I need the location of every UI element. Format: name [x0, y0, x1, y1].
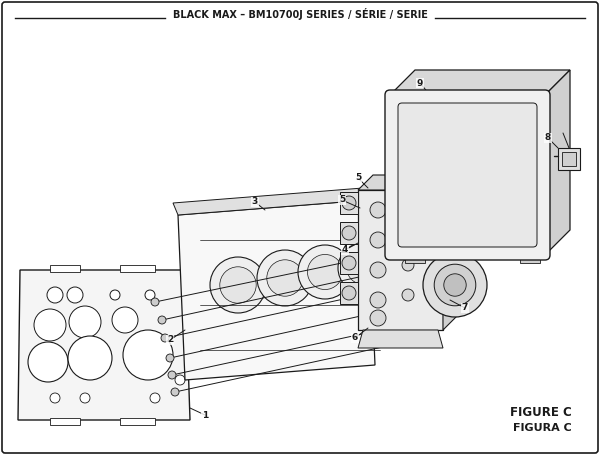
Bar: [495, 155, 530, 205]
Text: BLACK MAX – BM10700J SERIES / SÉRIE / SERIE: BLACK MAX – BM10700J SERIES / SÉRIE / SE…: [173, 8, 427, 20]
Circle shape: [68, 336, 112, 380]
Polygon shape: [358, 330, 443, 348]
Polygon shape: [358, 190, 443, 330]
Polygon shape: [173, 188, 368, 215]
FancyBboxPatch shape: [385, 90, 550, 260]
Polygon shape: [520, 253, 540, 263]
Text: 1: 1: [202, 410, 208, 420]
Circle shape: [47, 287, 63, 303]
Text: 5: 5: [339, 196, 345, 204]
Circle shape: [123, 330, 173, 380]
Circle shape: [370, 202, 386, 218]
Circle shape: [370, 310, 386, 326]
Bar: [562, 152, 576, 166]
Text: 5: 5: [355, 173, 361, 182]
Circle shape: [166, 354, 174, 362]
Polygon shape: [340, 222, 358, 244]
Circle shape: [267, 260, 303, 296]
Circle shape: [80, 393, 90, 403]
Polygon shape: [120, 418, 155, 425]
Polygon shape: [402, 93, 418, 101]
Polygon shape: [50, 265, 80, 272]
Text: FIGURE C: FIGURE C: [510, 405, 572, 419]
Circle shape: [168, 371, 176, 379]
Circle shape: [423, 253, 487, 317]
Circle shape: [50, 393, 60, 403]
Circle shape: [298, 245, 352, 299]
Circle shape: [342, 286, 356, 300]
Circle shape: [158, 316, 166, 324]
Circle shape: [67, 287, 83, 303]
Circle shape: [257, 250, 313, 306]
Circle shape: [338, 243, 388, 293]
Circle shape: [342, 256, 356, 270]
Polygon shape: [390, 95, 545, 255]
Circle shape: [220, 267, 256, 303]
Polygon shape: [405, 253, 425, 263]
Circle shape: [69, 306, 101, 338]
Polygon shape: [120, 265, 155, 272]
Polygon shape: [358, 175, 458, 190]
Text: 9: 9: [417, 79, 423, 87]
Circle shape: [370, 232, 386, 248]
Circle shape: [347, 252, 379, 284]
Circle shape: [171, 388, 179, 396]
Polygon shape: [340, 282, 358, 304]
Polygon shape: [340, 192, 358, 214]
Polygon shape: [545, 70, 570, 255]
Text: 4: 4: [342, 246, 348, 254]
Circle shape: [434, 264, 476, 306]
Circle shape: [210, 257, 266, 313]
Text: FIGURA C: FIGURA C: [513, 423, 572, 433]
Circle shape: [112, 307, 138, 333]
Circle shape: [370, 292, 386, 308]
Polygon shape: [18, 270, 190, 420]
Polygon shape: [340, 252, 358, 274]
Text: 8: 8: [545, 133, 551, 142]
Circle shape: [34, 309, 66, 341]
Text: 6: 6: [352, 334, 358, 343]
Circle shape: [402, 199, 414, 211]
Circle shape: [28, 342, 68, 382]
Text: 2: 2: [167, 335, 173, 344]
Text: 7: 7: [462, 303, 468, 313]
Circle shape: [342, 226, 356, 240]
Circle shape: [150, 393, 160, 403]
Circle shape: [151, 298, 159, 306]
Circle shape: [110, 290, 120, 300]
FancyBboxPatch shape: [398, 103, 537, 247]
Circle shape: [145, 290, 155, 300]
Circle shape: [402, 289, 414, 301]
Polygon shape: [50, 418, 80, 425]
Circle shape: [342, 196, 356, 210]
Circle shape: [444, 274, 466, 296]
Polygon shape: [443, 175, 458, 330]
Text: 3: 3: [252, 197, 258, 207]
Circle shape: [175, 375, 185, 385]
Circle shape: [402, 259, 414, 271]
Polygon shape: [558, 148, 580, 170]
Circle shape: [307, 254, 343, 289]
Polygon shape: [517, 93, 533, 101]
Circle shape: [402, 229, 414, 241]
Polygon shape: [459, 93, 475, 101]
Circle shape: [161, 334, 169, 342]
Polygon shape: [405, 210, 530, 240]
Polygon shape: [178, 200, 375, 380]
Circle shape: [370, 262, 386, 278]
Polygon shape: [390, 70, 570, 95]
